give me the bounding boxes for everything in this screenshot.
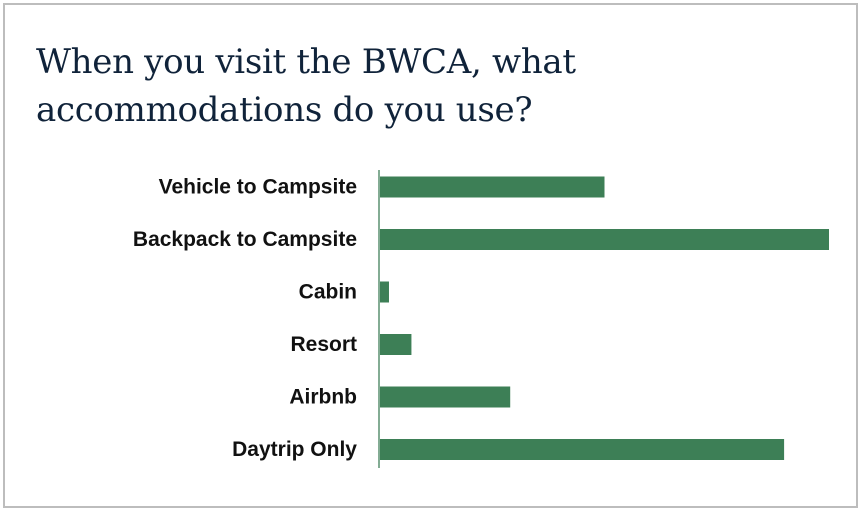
category-label-daytrip-only: Daytrip Only [232, 438, 357, 461]
category-label-resort: Resort [290, 333, 357, 356]
bar-cabin [380, 281, 389, 303]
chart-card [3, 3, 858, 508]
category-labels: Vehicle to Campsite Backpack to Campsite C… [133, 176, 357, 462]
bar-daytrip-only [380, 439, 785, 460]
category-label-airbnb: Airbnb [289, 386, 357, 409]
bar-vehicle-to-campsite [380, 176, 605, 198]
category-label-backpack-to-campsite: Backpack to Campsite [133, 228, 357, 251]
bar-airbnb [380, 386, 511, 408]
chart-title: When you visit the BWCA, what accommodat… [36, 42, 576, 130]
category-label-cabin: Cabin [299, 281, 357, 304]
category-label-vehicle-to-campsite: Vehicle to Campsite [159, 176, 357, 199]
bars [380, 176, 829, 460]
bar-backpack-to-campsite [380, 229, 829, 250]
bar-resort [380, 334, 412, 355]
